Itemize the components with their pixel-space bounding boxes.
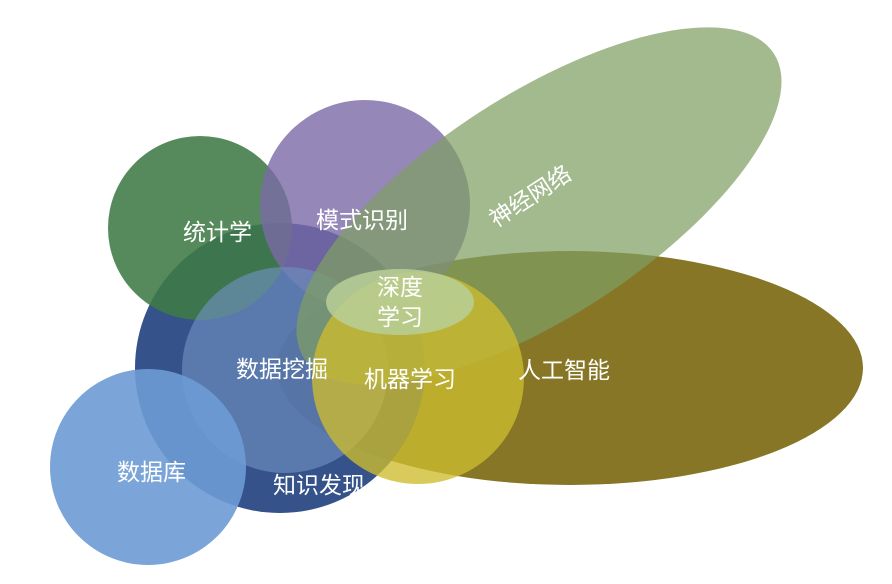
deep-learning-label-line1: 深度 — [377, 275, 423, 301]
knowledge-discovery-label: 知识发现 — [273, 473, 365, 499]
artificial-intelligence-label: 人工智能 — [518, 358, 610, 384]
statistics-circle — [108, 136, 292, 320]
data-mining-label: 数据挖掘 — [236, 357, 328, 383]
statistics-label: 统计学 — [183, 220, 252, 246]
deep-learning-ellipse — [326, 269, 474, 335]
deep-learning-label-line2: 学习 — [377, 305, 423, 331]
database-circle — [50, 369, 246, 565]
machine-learning-label: 机器学习 — [364, 367, 456, 393]
pattern-recognition-label: 模式识别 — [316, 208, 408, 234]
database-label: 数据库 — [117, 460, 186, 486]
